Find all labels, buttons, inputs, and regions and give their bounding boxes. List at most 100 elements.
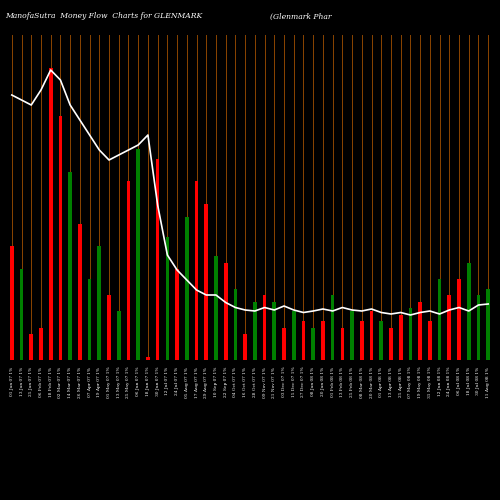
Bar bbox=[292, 311, 296, 360]
Text: 22 Sep 07 1%: 22 Sep 07 1% bbox=[224, 367, 228, 397]
Text: 01 May 07 1%: 01 May 07 1% bbox=[107, 367, 111, 398]
Text: 19 Apr 07 1%: 19 Apr 07 1% bbox=[98, 367, 102, 397]
Text: 01 Jan 07 1%: 01 Jan 07 1% bbox=[10, 367, 14, 396]
Bar bbox=[49, 68, 52, 360]
Text: 14 Mar 07 1%: 14 Mar 07 1% bbox=[68, 367, 72, 398]
Text: 25 Feb 08 1%: 25 Feb 08 1% bbox=[350, 367, 354, 397]
Text: 18 Feb 07 1%: 18 Feb 07 1% bbox=[48, 367, 52, 397]
Text: 07 Apr 07 1%: 07 Apr 07 1% bbox=[88, 367, 92, 397]
Text: 01 Apr 08 1%: 01 Apr 08 1% bbox=[379, 367, 383, 397]
Bar bbox=[10, 246, 14, 360]
Bar bbox=[262, 295, 266, 360]
Text: 20 Jan 08 1%: 20 Jan 08 1% bbox=[321, 367, 325, 396]
Text: 04 Oct 07 1%: 04 Oct 07 1% bbox=[234, 367, 237, 397]
Text: 19 May 08 1%: 19 May 08 1% bbox=[418, 367, 422, 398]
Text: 12 Jul 07 1%: 12 Jul 07 1% bbox=[166, 367, 170, 395]
Text: 01 Feb 08 1%: 01 Feb 08 1% bbox=[330, 367, 334, 397]
Text: 28 Oct 07 1%: 28 Oct 07 1% bbox=[253, 367, 257, 397]
Bar bbox=[272, 302, 276, 360]
Bar bbox=[331, 295, 334, 360]
Bar bbox=[117, 311, 120, 360]
Bar bbox=[253, 302, 256, 360]
Text: 18 Jul 08 1%: 18 Jul 08 1% bbox=[466, 367, 470, 395]
Bar bbox=[244, 334, 247, 360]
Bar bbox=[20, 269, 24, 360]
Text: 07 May 08 1%: 07 May 08 1% bbox=[408, 367, 412, 398]
Bar bbox=[467, 262, 470, 360]
Text: 25 Apr 08 1%: 25 Apr 08 1% bbox=[398, 367, 402, 397]
Bar bbox=[360, 321, 364, 360]
Bar bbox=[39, 328, 43, 360]
Bar bbox=[476, 295, 480, 360]
Text: 17 Aug 07 1%: 17 Aug 07 1% bbox=[194, 367, 198, 398]
Bar bbox=[380, 321, 383, 360]
Bar bbox=[370, 311, 374, 360]
Text: (Glenmark Phar: (Glenmark Phar bbox=[270, 12, 332, 20]
Bar bbox=[428, 321, 432, 360]
Text: 21 Nov 07 1%: 21 Nov 07 1% bbox=[272, 367, 276, 398]
Bar bbox=[126, 181, 130, 360]
Bar bbox=[214, 256, 218, 360]
Text: 24 Jul 07 1%: 24 Jul 07 1% bbox=[175, 367, 179, 395]
Bar bbox=[166, 236, 169, 360]
Text: 11 Aug 08 1%: 11 Aug 08 1% bbox=[486, 367, 490, 398]
Text: 02 Mar 07 1%: 02 Mar 07 1% bbox=[58, 367, 62, 398]
Text: 06 Jul 08 1%: 06 Jul 08 1% bbox=[457, 367, 461, 395]
Bar bbox=[448, 295, 451, 360]
Bar bbox=[78, 224, 82, 360]
Bar bbox=[389, 328, 393, 360]
Bar bbox=[194, 181, 198, 360]
Bar bbox=[68, 172, 72, 360]
Bar bbox=[88, 279, 92, 360]
Bar bbox=[98, 246, 101, 360]
Text: 05 Aug 07 1%: 05 Aug 07 1% bbox=[185, 367, 189, 398]
Bar bbox=[107, 295, 111, 360]
Bar bbox=[399, 314, 402, 360]
Bar bbox=[146, 357, 150, 360]
Text: 27 Dec 07 1%: 27 Dec 07 1% bbox=[302, 367, 306, 398]
Text: 09 Nov 07 1%: 09 Nov 07 1% bbox=[262, 367, 266, 398]
Text: 30 Jun 07 1%: 30 Jun 07 1% bbox=[156, 367, 160, 396]
Text: 15 Dec 07 1%: 15 Dec 07 1% bbox=[292, 367, 296, 398]
Text: ManofaSutra  Money Flow  Charts for GLENMARK: ManofaSutra Money Flow Charts for GLENMA… bbox=[5, 12, 202, 20]
Text: 16 Oct 07 1%: 16 Oct 07 1% bbox=[243, 367, 247, 397]
Bar bbox=[438, 279, 442, 360]
Text: 06 Feb 07 1%: 06 Feb 07 1% bbox=[39, 367, 43, 397]
Text: 20 Mar 08 1%: 20 Mar 08 1% bbox=[370, 367, 374, 398]
Bar bbox=[457, 279, 461, 360]
Text: 25 Jan 07 1%: 25 Jan 07 1% bbox=[29, 367, 33, 396]
Text: 18 Jun 07 1%: 18 Jun 07 1% bbox=[146, 367, 150, 396]
Bar bbox=[234, 288, 237, 360]
Bar bbox=[156, 158, 160, 360]
Text: 13 Jan 07 1%: 13 Jan 07 1% bbox=[20, 367, 24, 396]
Bar bbox=[185, 217, 188, 360]
Bar bbox=[302, 321, 306, 360]
Text: 31 May 08 1%: 31 May 08 1% bbox=[428, 367, 432, 398]
Text: 13 Apr 08 1%: 13 Apr 08 1% bbox=[389, 367, 393, 397]
Bar bbox=[58, 116, 62, 360]
Text: 25 May 07 1%: 25 May 07 1% bbox=[126, 367, 130, 398]
Bar bbox=[418, 302, 422, 360]
Bar bbox=[175, 269, 179, 360]
Text: 13 May 07 1%: 13 May 07 1% bbox=[116, 367, 120, 398]
Text: 29 Aug 07 1%: 29 Aug 07 1% bbox=[204, 367, 208, 398]
Bar bbox=[408, 308, 412, 360]
Text: 08 Mar 08 1%: 08 Mar 08 1% bbox=[360, 367, 364, 398]
Text: 08 Jan 08 1%: 08 Jan 08 1% bbox=[311, 367, 315, 396]
Bar bbox=[204, 204, 208, 360]
Bar bbox=[136, 149, 140, 360]
Bar bbox=[350, 311, 354, 360]
Bar bbox=[340, 328, 344, 360]
Text: 26 Mar 07 1%: 26 Mar 07 1% bbox=[78, 367, 82, 398]
Bar bbox=[30, 334, 33, 360]
Bar bbox=[282, 328, 286, 360]
Text: 30 Jul 08 1%: 30 Jul 08 1% bbox=[476, 367, 480, 395]
Text: 24 Jun 08 1%: 24 Jun 08 1% bbox=[448, 367, 452, 396]
Text: 06 Jun 07 1%: 06 Jun 07 1% bbox=[136, 367, 140, 396]
Text: 03 Dec 07 1%: 03 Dec 07 1% bbox=[282, 367, 286, 398]
Bar bbox=[224, 262, 228, 360]
Bar bbox=[321, 321, 325, 360]
Bar bbox=[486, 288, 490, 360]
Text: 13 Feb 08 1%: 13 Feb 08 1% bbox=[340, 367, 344, 397]
Text: 10 Sep 07 1%: 10 Sep 07 1% bbox=[214, 367, 218, 397]
